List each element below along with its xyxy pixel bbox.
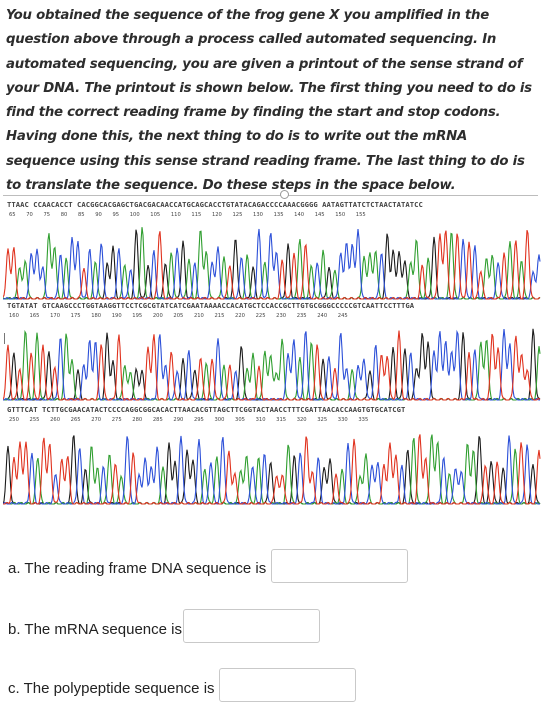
scroll-handle-icon[interactable] bbox=[280, 190, 289, 199]
sequence-text: TTAAC CCAACACCT CACGGCACGAGCTGACGACAACCA… bbox=[7, 200, 423, 209]
question-a: a. The reading frame DNA sequence is bbox=[8, 550, 266, 586]
position-axis: 250 255 260 265 270 275 280 285 290 295 … bbox=[9, 417, 369, 423]
question-c: c. The polypeptide sequence is bbox=[8, 670, 215, 706]
question-b: b. The mRNA sequence is bbox=[8, 611, 182, 647]
question-c-label: c. The polypeptide sequence is bbox=[8, 679, 215, 697]
position-axis: 160 165 170 175 180 190 195 200 205 210 … bbox=[9, 313, 348, 319]
chromatogram-trace bbox=[3, 227, 541, 300]
trace-G bbox=[3, 435, 541, 505]
chromatogram-row-2: TGTATAT GTCAAGCCCTGGTAAGGTTCCTCGCGTATCAT… bbox=[3, 300, 544, 402]
trace-C bbox=[3, 228, 541, 300]
chromatogram-trace bbox=[3, 328, 541, 401]
instructions-text: You obtained the sequence of the frog ge… bbox=[6, 8, 532, 194]
trace-C bbox=[3, 329, 540, 401]
question-b-label: b. The mRNA sequence is bbox=[8, 620, 182, 638]
sequence-text: TGTATAT GTCAAGCCCTGGTAAGGTTCCTCGCGTATCAT… bbox=[7, 301, 415, 310]
chromatogram-divider bbox=[3, 195, 538, 196]
chromatogram-row-3: GTTTCAT TCTTGCGAACATACTCCCCAGGCGGCACACTT… bbox=[3, 404, 544, 506]
trace-T bbox=[3, 330, 541, 401]
trace-T bbox=[3, 434, 541, 505]
answer-b-input[interactable] bbox=[183, 609, 320, 643]
sequence-text: GTTTCAT TCTTGCGAACATACTCCCCAGGCGGCACACTT… bbox=[7, 405, 406, 414]
answer-c-input[interactable] bbox=[219, 668, 356, 702]
answer-a-input[interactable] bbox=[271, 549, 408, 583]
chromatogram-trace bbox=[3, 434, 541, 505]
chromatogram-row-1: TTAAC CCAACACCT CACGGCACGAGCTGACGACAACCA… bbox=[3, 199, 544, 301]
trace-T bbox=[3, 230, 541, 300]
question-a-label: a. The reading frame DNA sequence is bbox=[8, 559, 267, 577]
position-axis: 65 70 75 80 85 90 95 100 105 110 115 120… bbox=[9, 212, 366, 218]
row-marker bbox=[4, 333, 5, 344]
